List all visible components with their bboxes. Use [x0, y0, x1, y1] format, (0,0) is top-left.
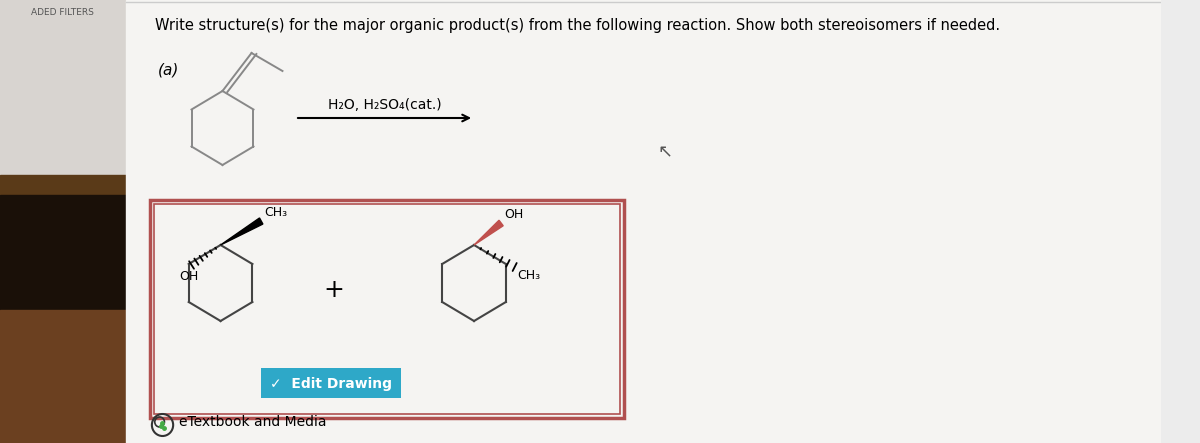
Text: ✓  Edit Drawing: ✓ Edit Drawing: [270, 377, 392, 391]
Bar: [0, 310, 126, 443]
Text: OH: OH: [504, 208, 523, 221]
Text: ↖: ↖: [658, 143, 673, 161]
Bar: [262, 368, 402, 398]
Bar: [0, 195, 126, 443]
Text: OH: OH: [179, 270, 198, 283]
Polygon shape: [221, 218, 263, 245]
Polygon shape: [474, 220, 503, 245]
Bar: [0, 175, 126, 195]
Text: CH₃: CH₃: [517, 269, 541, 282]
Text: (a): (a): [157, 62, 179, 77]
Text: +: +: [323, 278, 344, 302]
Bar: [150, 200, 624, 418]
Bar: [0, 0, 126, 175]
Text: ADED FILTERS: ADED FILTERS: [31, 8, 95, 17]
Text: Write structure(s) for the major organic product(s) from the following reaction.: Write structure(s) for the major organic…: [155, 18, 1000, 33]
Bar: [154, 204, 620, 414]
Bar: [126, 0, 1160, 443]
Text: eTextbook and Media: eTextbook and Media: [179, 415, 326, 429]
Text: H₂O, H₂SO₄(cat.): H₂O, H₂SO₄(cat.): [328, 98, 442, 112]
Text: CH₃: CH₃: [264, 206, 287, 219]
